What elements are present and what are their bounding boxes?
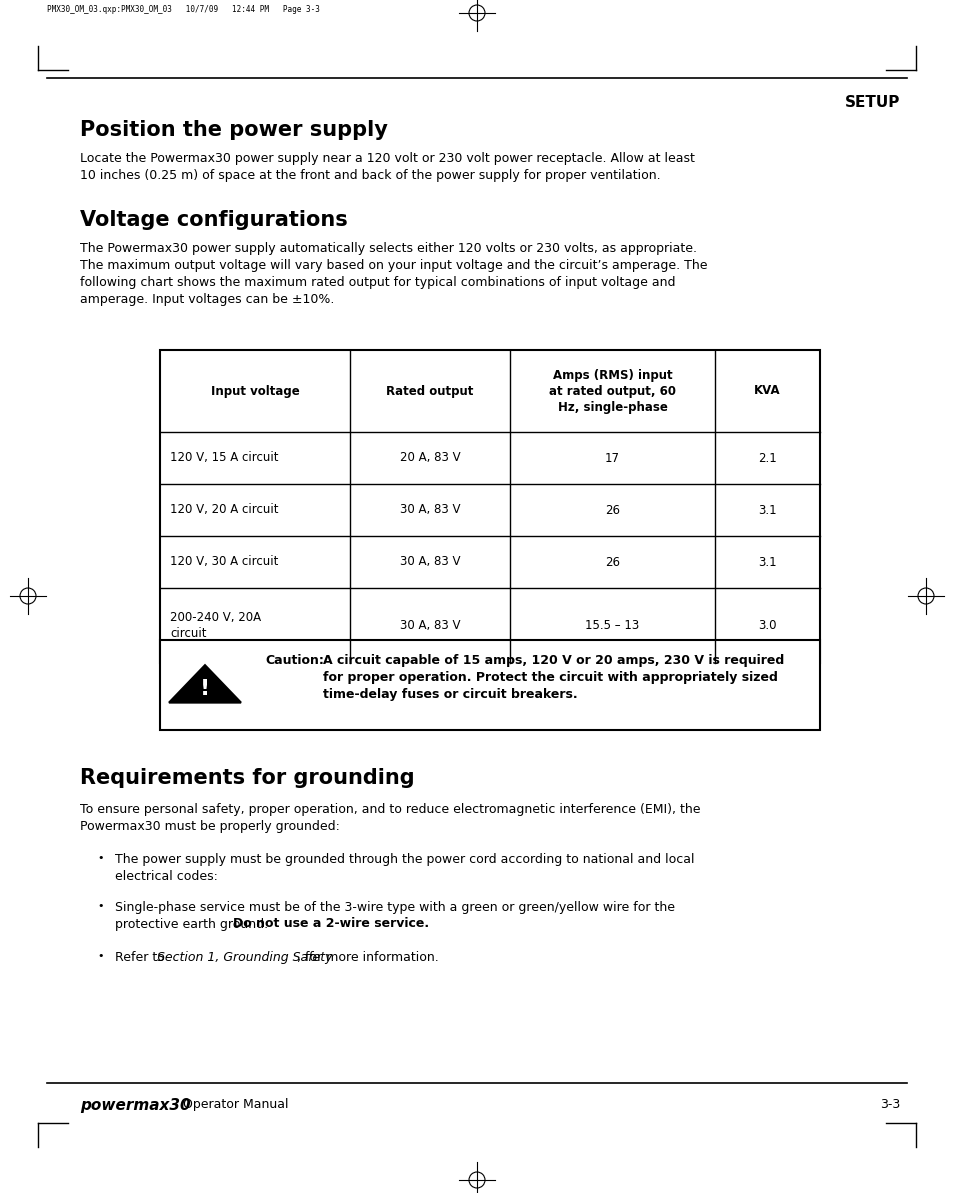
Text: Rated output: Rated output: [386, 384, 474, 397]
Text: 3.0: 3.0: [758, 619, 776, 632]
Text: PMX30_OM_03.qxp:PMX30_OM_03   10/7/09   12:44 PM   Page 3-3: PMX30_OM_03.qxp:PMX30_OM_03 10/7/09 12:4…: [47, 5, 319, 14]
Text: 3.1: 3.1: [758, 503, 776, 517]
Text: 2.1: 2.1: [758, 451, 776, 464]
Text: •: •: [97, 901, 103, 911]
Text: •: •: [97, 853, 103, 863]
Text: 30 A, 83 V: 30 A, 83 V: [399, 556, 459, 569]
Text: Do not use a 2-wire service.: Do not use a 2-wire service.: [233, 917, 429, 931]
Text: The power supply must be grounded through the power cord according to national a: The power supply must be grounded throug…: [115, 853, 694, 883]
Text: SETUP: SETUP: [843, 95, 899, 110]
Text: Voltage configurations: Voltage configurations: [80, 210, 348, 230]
Text: Requirements for grounding: Requirements for grounding: [80, 768, 415, 789]
Text: Single-phase service must be of the 3-wire type with a green or green/yellow wir: Single-phase service must be of the 3-wi…: [115, 901, 675, 931]
Bar: [160, 350, 820, 663]
Text: , for more information.: , for more information.: [296, 951, 438, 964]
Text: 26: 26: [604, 503, 619, 517]
Text: Section 1, Grounding Safety: Section 1, Grounding Safety: [157, 951, 333, 964]
Text: 3.1: 3.1: [758, 556, 776, 569]
Text: 30 A, 83 V: 30 A, 83 V: [399, 503, 459, 517]
Bar: [160, 639, 820, 730]
Text: •: •: [97, 951, 103, 962]
Text: 17: 17: [604, 451, 619, 464]
Text: 30 A, 83 V: 30 A, 83 V: [399, 619, 459, 632]
Polygon shape: [169, 666, 241, 703]
Text: KVA: KVA: [754, 384, 780, 397]
Text: A circuit capable of 15 amps, 120 V or 20 amps, 230 V is required
for proper ope: A circuit capable of 15 amps, 120 V or 2…: [323, 654, 783, 701]
Text: Amps (RMS) input
at rated output, 60
Hz, single-phase: Amps (RMS) input at rated output, 60 Hz,…: [548, 369, 676, 414]
Text: 26: 26: [604, 556, 619, 569]
Text: 120 V, 30 A circuit: 120 V, 30 A circuit: [170, 556, 278, 569]
Text: 15.5 – 13: 15.5 – 13: [585, 619, 639, 632]
Text: Input voltage: Input voltage: [211, 384, 299, 397]
Text: Locate the Powermax30 power supply near a 120 volt or 230 volt power receptacle.: Locate the Powermax30 power supply near …: [80, 152, 694, 183]
Text: 120 V, 15 A circuit: 120 V, 15 A circuit: [170, 451, 278, 464]
Text: Position the power supply: Position the power supply: [80, 120, 388, 140]
Text: The Powermax30 power supply automatically selects either 120 volts or 230 volts,: The Powermax30 power supply automaticall…: [80, 242, 707, 305]
Text: powermax30: powermax30: [80, 1098, 191, 1113]
Text: !: !: [200, 679, 210, 699]
Text: 120 V, 20 A circuit: 120 V, 20 A circuit: [170, 503, 278, 517]
Text: 3-3: 3-3: [879, 1098, 899, 1111]
Text: To ensure personal safety, proper operation, and to reduce electromagnetic inter: To ensure personal safety, proper operat…: [80, 803, 700, 833]
Text: Caution:: Caution:: [265, 654, 323, 667]
Text: 200-240 V, 20A
circuit: 200-240 V, 20A circuit: [170, 611, 261, 639]
Text: 20 A, 83 V: 20 A, 83 V: [399, 451, 460, 464]
Text: Operator Manual: Operator Manual: [174, 1098, 288, 1111]
Text: Refer to: Refer to: [115, 951, 169, 964]
